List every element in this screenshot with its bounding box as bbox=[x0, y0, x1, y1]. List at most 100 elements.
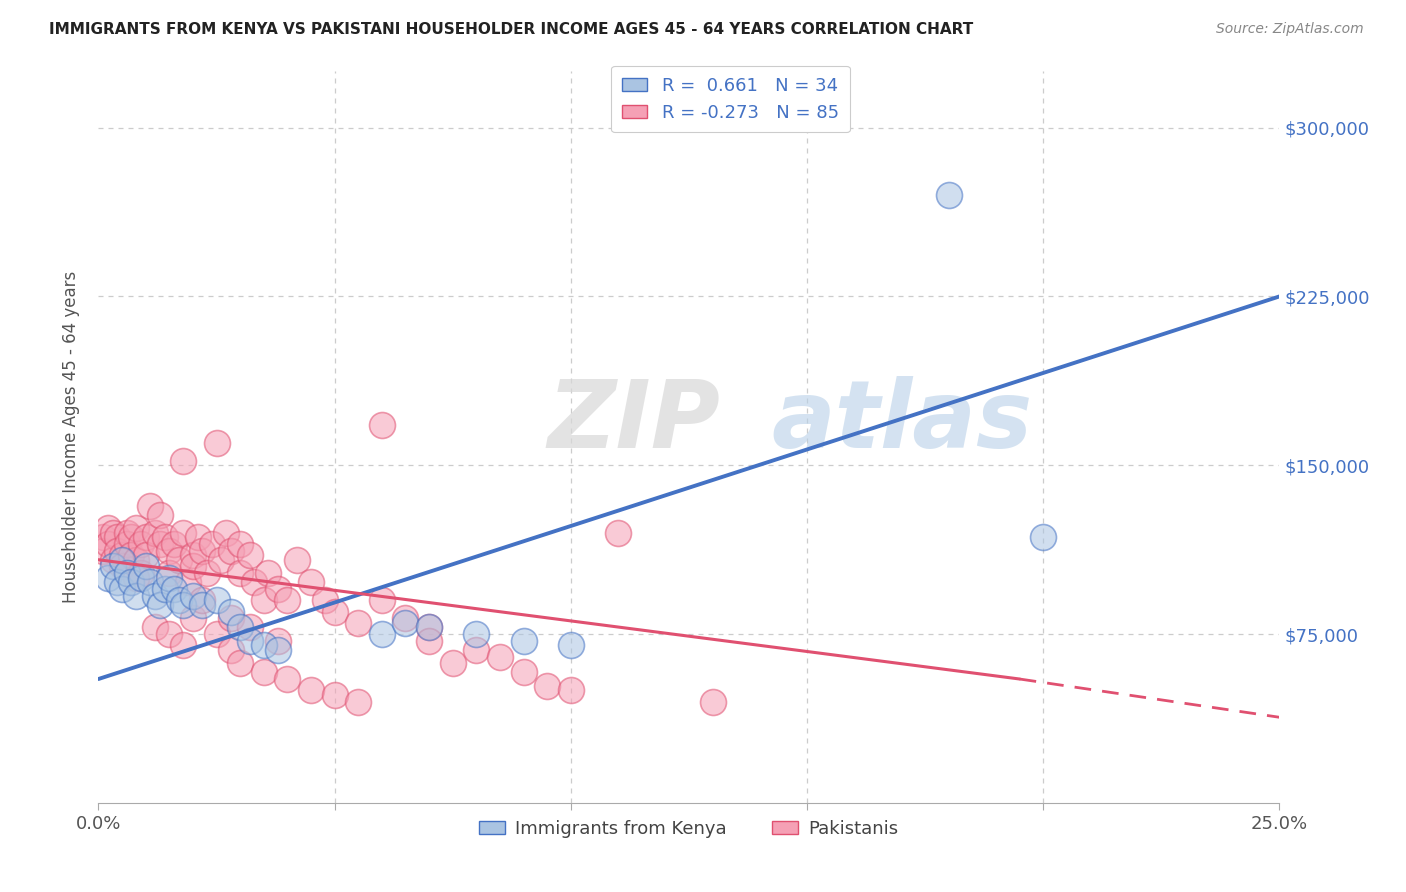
Point bbox=[229, 566, 252, 581]
Point bbox=[163, 582, 186, 596]
Point bbox=[1032, 530, 1054, 544]
Point bbox=[441, 657, 464, 671]
Point bbox=[111, 548, 134, 562]
Point bbox=[512, 633, 534, 648]
Point bbox=[229, 620, 252, 634]
Point bbox=[465, 642, 488, 657]
Point bbox=[181, 548, 204, 562]
Point bbox=[418, 633, 440, 648]
Point bbox=[285, 553, 308, 567]
Point bbox=[101, 559, 124, 574]
Point bbox=[115, 566, 138, 581]
Point bbox=[347, 694, 370, 708]
Point bbox=[121, 548, 143, 562]
Point bbox=[153, 530, 176, 544]
Point bbox=[205, 593, 228, 607]
Y-axis label: Householder Income Ages 45 - 64 years: Householder Income Ages 45 - 64 years bbox=[62, 271, 80, 603]
Point bbox=[253, 638, 276, 652]
Point bbox=[157, 566, 180, 581]
Point bbox=[465, 627, 488, 641]
Point bbox=[489, 649, 512, 664]
Point bbox=[125, 521, 148, 535]
Point bbox=[253, 665, 276, 680]
Point bbox=[195, 566, 218, 581]
Point bbox=[229, 537, 252, 551]
Point bbox=[143, 525, 166, 540]
Point bbox=[167, 593, 190, 607]
Point bbox=[153, 582, 176, 596]
Point bbox=[101, 525, 124, 540]
Point bbox=[135, 530, 157, 544]
Point bbox=[111, 559, 134, 574]
Point bbox=[229, 657, 252, 671]
Point bbox=[143, 620, 166, 634]
Point bbox=[172, 453, 194, 467]
Point bbox=[201, 537, 224, 551]
Point bbox=[253, 593, 276, 607]
Point bbox=[129, 537, 152, 551]
Text: Source: ZipAtlas.com: Source: ZipAtlas.com bbox=[1216, 22, 1364, 37]
Point bbox=[115, 537, 138, 551]
Point bbox=[181, 611, 204, 625]
Point bbox=[219, 543, 242, 558]
Point bbox=[125, 553, 148, 567]
Point bbox=[121, 530, 143, 544]
Point bbox=[101, 553, 124, 567]
Point bbox=[314, 593, 336, 607]
Point bbox=[418, 620, 440, 634]
Point bbox=[371, 593, 394, 607]
Point bbox=[135, 548, 157, 562]
Legend: Immigrants from Kenya, Pakistanis: Immigrants from Kenya, Pakistanis bbox=[472, 813, 905, 845]
Point bbox=[191, 598, 214, 612]
Point bbox=[191, 543, 214, 558]
Point bbox=[560, 683, 582, 698]
Point bbox=[323, 605, 346, 619]
Point bbox=[157, 571, 180, 585]
Point bbox=[205, 627, 228, 641]
Point bbox=[181, 559, 204, 574]
Point bbox=[121, 575, 143, 590]
Point bbox=[149, 598, 172, 612]
Point bbox=[149, 508, 172, 522]
Point bbox=[299, 683, 322, 698]
Point bbox=[91, 530, 114, 544]
Point bbox=[129, 571, 152, 585]
Point bbox=[243, 575, 266, 590]
Point bbox=[215, 525, 238, 540]
Point bbox=[267, 633, 290, 648]
Point bbox=[219, 642, 242, 657]
Point bbox=[938, 188, 960, 202]
Point bbox=[167, 553, 190, 567]
Point bbox=[91, 543, 114, 558]
Point bbox=[97, 571, 120, 585]
Point bbox=[371, 417, 394, 432]
Point bbox=[371, 627, 394, 641]
Point bbox=[111, 582, 134, 596]
Point bbox=[105, 575, 128, 590]
Point bbox=[111, 553, 134, 567]
Point bbox=[172, 638, 194, 652]
Point bbox=[139, 499, 162, 513]
Point bbox=[299, 575, 322, 590]
Point bbox=[163, 537, 186, 551]
Point bbox=[149, 537, 172, 551]
Point bbox=[267, 642, 290, 657]
Point bbox=[219, 605, 242, 619]
Point bbox=[115, 525, 138, 540]
Point bbox=[172, 598, 194, 612]
Point bbox=[394, 615, 416, 630]
Point bbox=[702, 694, 724, 708]
Point bbox=[157, 543, 180, 558]
Point bbox=[125, 571, 148, 585]
Point bbox=[172, 525, 194, 540]
Text: atlas: atlas bbox=[772, 376, 1033, 468]
Point bbox=[347, 615, 370, 630]
Point bbox=[607, 525, 630, 540]
Point bbox=[394, 611, 416, 625]
Point bbox=[267, 582, 290, 596]
Point bbox=[187, 530, 209, 544]
Point bbox=[239, 633, 262, 648]
Point bbox=[143, 589, 166, 603]
Point bbox=[418, 620, 440, 634]
Point bbox=[257, 566, 280, 581]
